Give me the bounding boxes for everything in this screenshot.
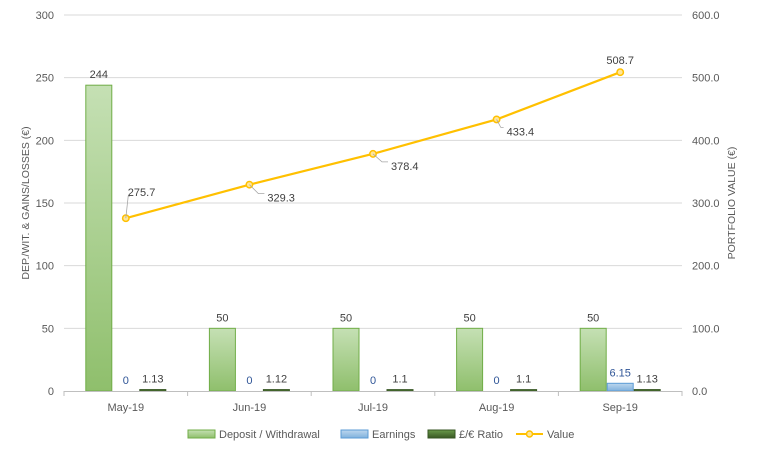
value-line-path (125, 71, 621, 220)
bar-data-label: 1.13 (142, 374, 163, 386)
x-axis (63, 391, 683, 396)
legend: Deposit / Withdrawal Earnings £/€ Ratio Val… (187, 429, 574, 441)
bar-deposit-withdrawal (208, 327, 236, 392)
x-tick-label: Sep-19 (602, 402, 637, 414)
bar-data-label: 0 (246, 375, 252, 387)
y-tick-label: 200 (36, 135, 54, 147)
value-data-label: 433.4 (507, 126, 535, 138)
legend-swatch (340, 429, 369, 439)
left-axis-ticks: 0 50 100 150 200 250 300 (36, 10, 54, 398)
y2-tick-label: 300.0 (692, 198, 720, 210)
bar-earnings (606, 382, 634, 392)
legend-swatch (427, 429, 456, 439)
x-tick-label: Aug-19 (479, 402, 514, 414)
right-axis-ticks: 0.0 100.0 200.0 300.0 400.0 500.0 600.0 (692, 10, 720, 398)
x-tick-label: May-19 (107, 402, 144, 414)
y-tick-label: 50 (42, 323, 54, 335)
value-label-leader (496, 119, 504, 128)
legend-label: Value (547, 429, 574, 441)
value-data-label: 275.7 (128, 187, 156, 199)
value-label-leader (249, 184, 265, 195)
bar--ratio (262, 389, 290, 392)
y-tick-label: 100 (36, 261, 54, 273)
y2-tick-label: 500.0 (692, 73, 720, 85)
bar-data-label: 0 (494, 375, 500, 387)
bar-data-label: 50 (463, 312, 475, 324)
legend-marker (525, 430, 534, 438)
bar-deposit-withdrawal (456, 327, 484, 392)
bar-data-label: 50 (340, 312, 352, 324)
bar--ratio (139, 389, 167, 392)
y-tick-label: 250 (36, 73, 54, 85)
x-tick-labels: May-19 Jun-19 Jul-19 Aug-19 Sep-19 (107, 402, 637, 414)
bar-data-label: 1.1 (392, 374, 407, 386)
value-data-label: 329.3 (267, 193, 295, 205)
x-tick-label: Jun-19 (233, 402, 267, 414)
legend-label: Deposit / Withdrawal (219, 429, 320, 441)
y-tick-label: 0 (48, 386, 54, 398)
value-label-leader (125, 195, 130, 219)
bar-data-label: 50 (216, 312, 228, 324)
bar--ratio (633, 389, 661, 392)
y-tick-label: 150 (36, 198, 54, 210)
bar-data-labels: 244 50 50 50 50 0 0 0 0 6.15 1.13 1.12 1.1 1.1 1.13 (90, 69, 658, 387)
bar-deposit-withdrawal (85, 84, 113, 392)
bar-data-label: 0 (123, 375, 129, 387)
y2-tick-label: 0.0 (692, 386, 707, 398)
bar-data-label: 6.15 (609, 367, 630, 379)
y-tick-label: 300 (36, 10, 54, 22)
bar--ratio (510, 389, 538, 392)
bar--ratio (386, 389, 414, 392)
legend-swatch (187, 429, 216, 439)
value-data-label: 508.7 (606, 55, 634, 67)
value-line: 275.7 329.3 378.4 433.4 508.7 (121, 55, 634, 223)
y2-tick-label: 200.0 (692, 261, 720, 273)
right-axis-title: PORTFOLIO VALUE (€) (726, 147, 738, 260)
y2-tick-label: 600.0 (692, 10, 720, 22)
y2-tick-label: 400.0 (692, 135, 720, 147)
bar-data-label: 1.13 (636, 374, 657, 386)
bar-data-label: 1.12 (266, 374, 287, 386)
value-line-point (616, 68, 625, 77)
legend-label: Earnings (372, 429, 416, 441)
gridlines (64, 14, 682, 329)
bars (85, 84, 661, 392)
bar-data-label: 1.1 (516, 374, 531, 386)
bar-deposit-withdrawal (579, 327, 607, 392)
y2-tick-label: 100.0 (692, 323, 720, 335)
value-label-leader (372, 153, 388, 163)
legend-label: £/€ Ratio (459, 429, 503, 441)
bar-data-label: 0 (370, 375, 376, 387)
value-data-label: 378.4 (391, 161, 419, 173)
bar-data-label: 244 (90, 69, 108, 81)
left-axis-title: DEP./WIT. & GAINS/LOSSES (€) (20, 126, 32, 279)
x-tick-label: Jul-19 (358, 402, 388, 414)
bar-deposit-withdrawal (332, 327, 360, 392)
bar-data-label: 50 (587, 312, 599, 324)
value-line-point (492, 115, 501, 124)
